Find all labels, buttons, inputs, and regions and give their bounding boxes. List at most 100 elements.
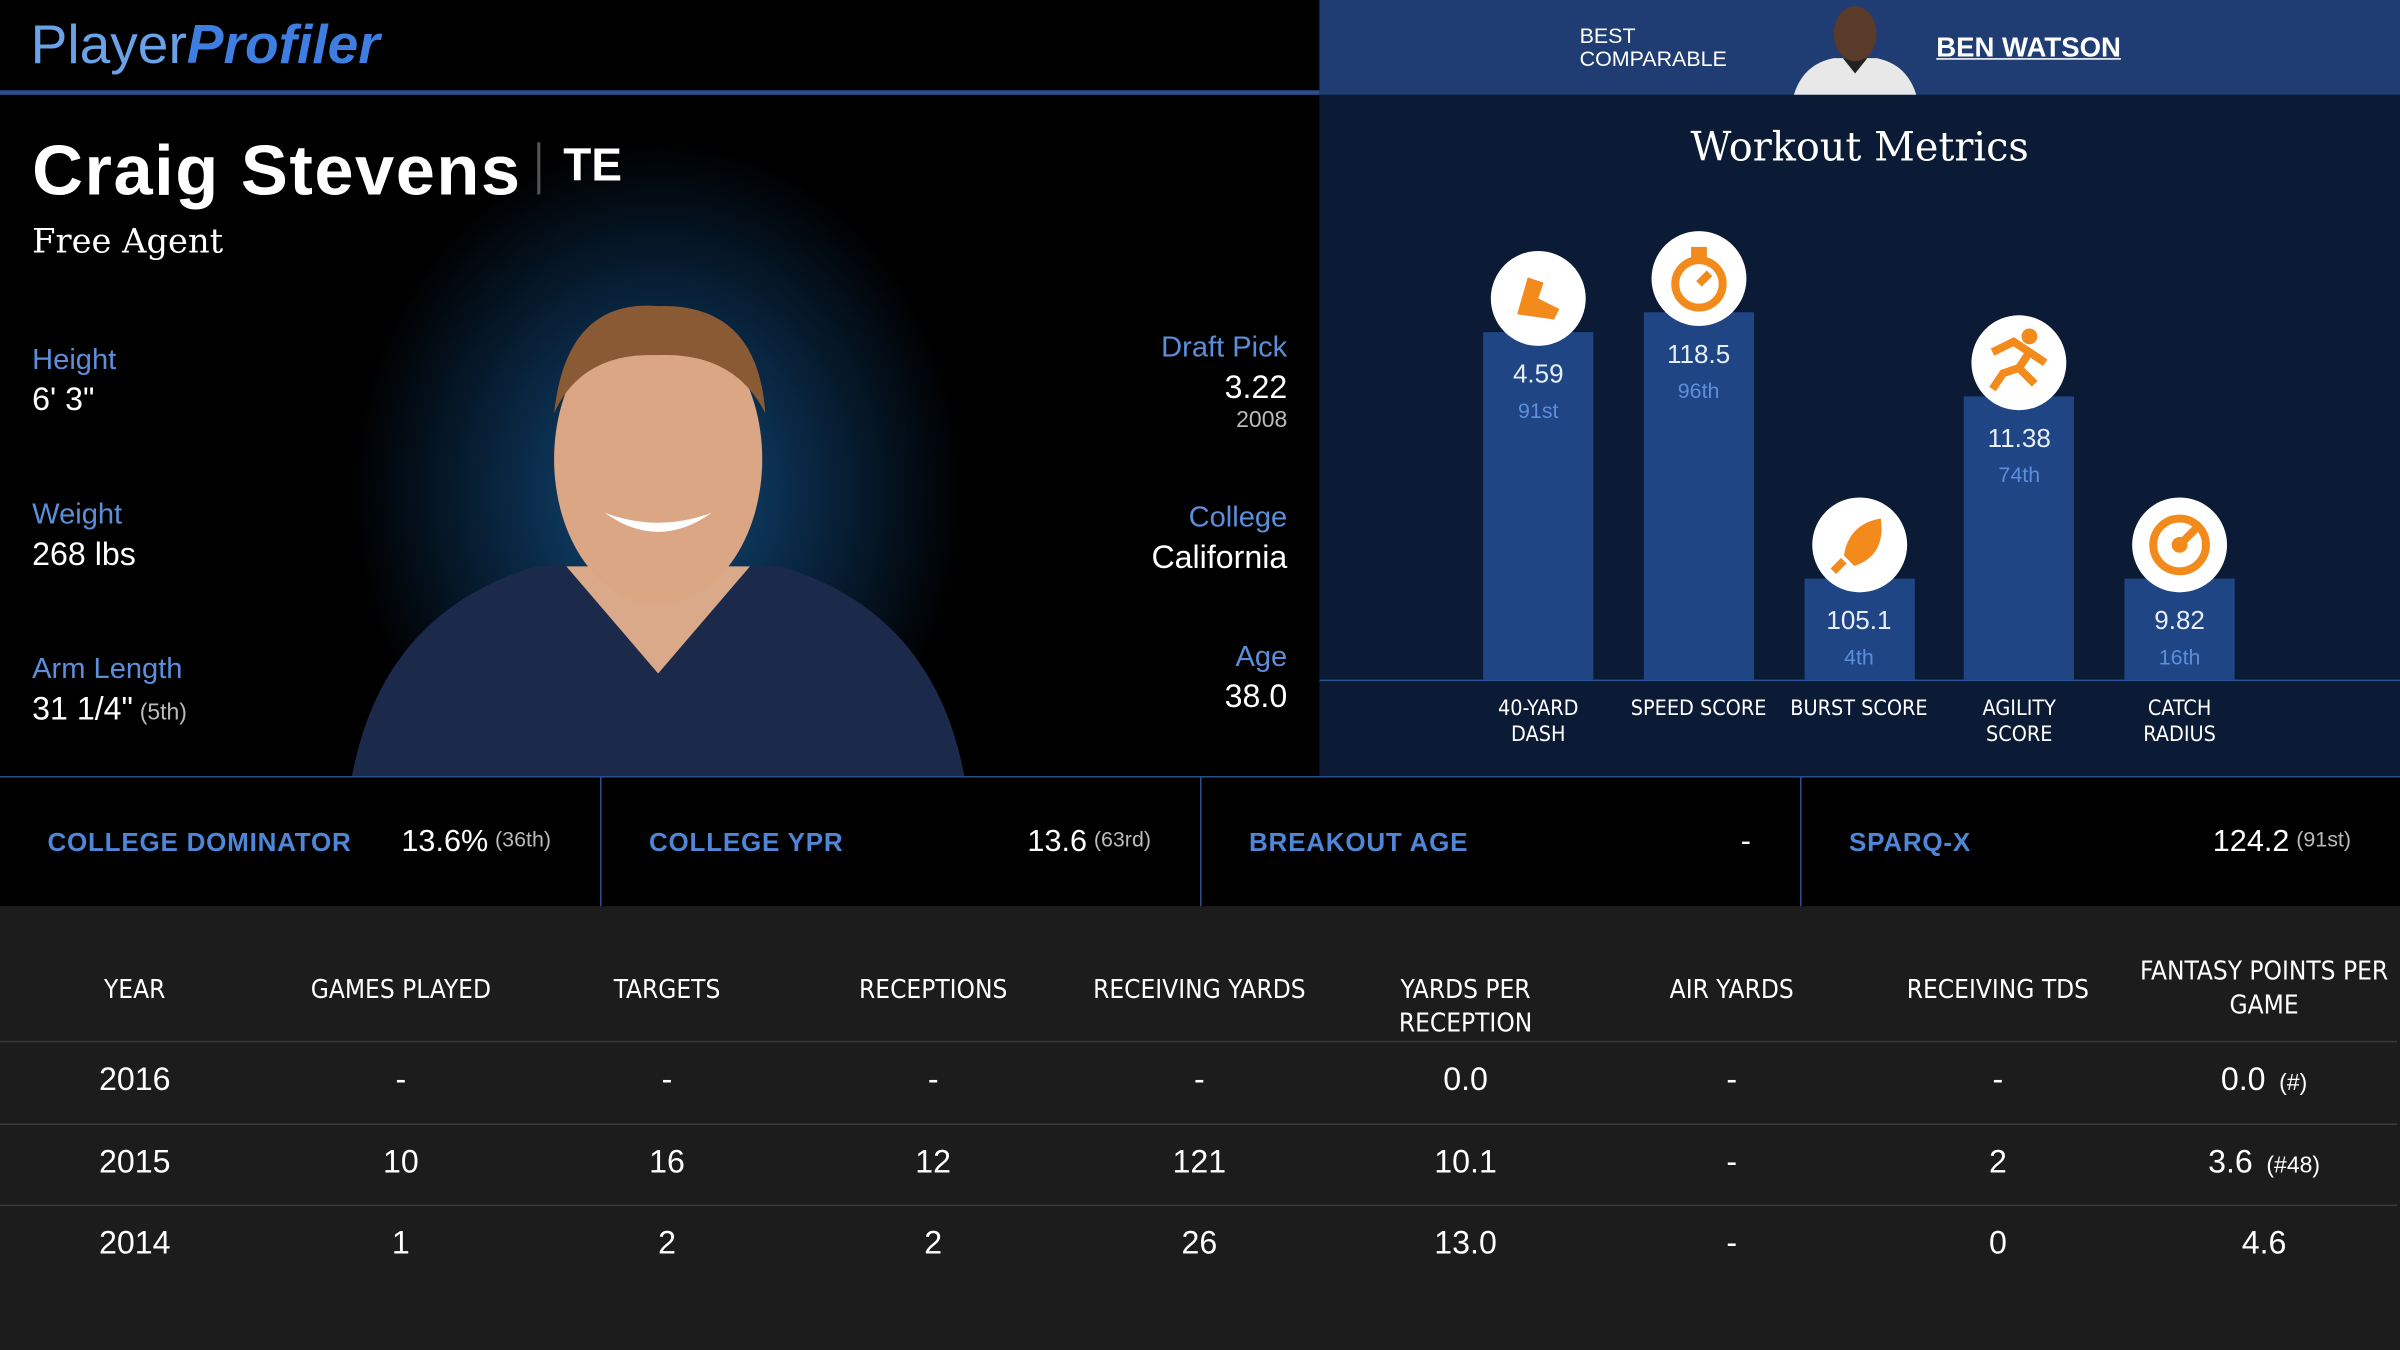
metric-name: AGILITY SCORE <box>1982 696 2056 747</box>
column-header: YARDS PER RECEPTION <box>1398 974 1533 1040</box>
draft-block: Draft Pick 3.22 2008 <box>1161 332 1287 433</box>
table-cell: 10.1 <box>1434 1144 1497 1180</box>
comparable-photo <box>1793 6 1917 95</box>
college-stat-number: 124.2 <box>2212 824 2290 859</box>
college-label: College <box>1188 502 1288 535</box>
comparable-label-line: BEST <box>1579 22 1636 48</box>
workout-title: Workout Metrics <box>1690 125 2029 172</box>
table-cell: 0 <box>1988 1226 2007 1262</box>
college-stat-number: 13.6 <box>1027 824 1088 859</box>
college-stat-label: COLLEGE YPR <box>648 828 844 858</box>
draft-year: 2008 <box>1236 407 1288 434</box>
table-cell: 2014 <box>98 1226 171 1262</box>
college-stat-rank: (36th) <box>495 826 552 852</box>
column-header: FANTASY POINTS PER GAME <box>2139 956 2389 1021</box>
college-stat-value: 13.6% (36th) <box>401 825 551 860</box>
college-stat-value: 124.2 (91st) <box>2213 825 2351 860</box>
table-cell: - <box>927 1062 939 1098</box>
table-cell: - <box>1726 1144 1738 1180</box>
age-label: Age <box>1235 641 1288 674</box>
header-left <box>0 0 1320 91</box>
table-cell: - <box>661 1062 673 1098</box>
table-cell: 0.0 <box>2220 1062 2266 1098</box>
table-cell: 16 <box>649 1144 685 1180</box>
icon-glyph <box>1829 518 1881 575</box>
baseline <box>1319 679 2400 682</box>
comparable-label-line: COMPARABLE <box>1579 45 1727 71</box>
metric-percentile: 91st <box>1518 397 1559 422</box>
metric-name: 40-YARD DASH <box>1498 696 1579 747</box>
table-cell: 4.6 <box>2241 1226 2287 1262</box>
icon-glyph <box>1989 328 2048 392</box>
table-cell: - <box>1194 1062 1205 1098</box>
name-divider <box>537 142 541 195</box>
column-header: AIR YARDS <box>1669 974 1794 1006</box>
table-cell: 3.6 <box>2208 1144 2253 1180</box>
table-cell: - <box>395 1062 407 1098</box>
metric-icon <box>1490 250 1586 346</box>
metric-value: 11.38 <box>1987 423 2051 454</box>
college-stat-label: COLLEGE DOMINATOR <box>47 828 352 858</box>
table-cell: - <box>1726 1226 1738 1262</box>
table-cell: 2015 <box>98 1144 171 1180</box>
workout-panel: Workout Metrics 4.59 91st 40-YARD DASH 118.… <box>1319 94 2400 777</box>
fantasy-cell: 0.0 (#) <box>2134 1062 2394 1099</box>
metric-percentile: 4th <box>1844 644 1874 669</box>
table-cell: - <box>1726 1062 1738 1098</box>
column-header: YEAR <box>104 974 166 1006</box>
icon-glyph <box>2149 514 2210 576</box>
college-stat: SPARQ-X 124.2 (91st) <box>1799 777 2400 907</box>
metric-name: CATCH RADIUS <box>2143 696 2216 747</box>
arm-label: Arm Length <box>32 653 183 686</box>
table-cell: 12 <box>915 1144 952 1180</box>
metric-name: BURST SCORE <box>1790 696 1928 721</box>
metric-name: SPEED SCORE <box>1630 696 1767 721</box>
college-stat: COLLEGE DOMINATOR 13.6% (36th) <box>0 778 600 907</box>
table-cell: 26 <box>1181 1226 1218 1262</box>
college-stat-label: BREAKOUT AGE <box>1248 828 1469 858</box>
table-cell: 13.0 <box>1434 1226 1497 1262</box>
player-status: Free Agent <box>32 223 224 262</box>
row-divider <box>0 1122 2397 1125</box>
table-cell: 2 <box>924 1226 943 1262</box>
arm-value: 31 1/4" (5th) <box>32 692 187 729</box>
fantasy-cell: 3.6 (#48) <box>2134 1144 2394 1181</box>
metric-value: 105.1 <box>1826 606 1892 636</box>
metric-icon <box>1971 315 2067 411</box>
player-position: TE <box>563 140 622 192</box>
column-header: RECEPTIONS <box>859 974 1008 1006</box>
metric-value: 4.59 <box>1512 358 1564 389</box>
college-stat-rank: (63rd) <box>1093 826 1152 852</box>
table-cell: - <box>1992 1062 2004 1098</box>
weight-label: Weight <box>32 498 123 532</box>
column-header: GAMES PLAYED <box>310 974 491 1006</box>
logo[interactable]: PlayerProfiler <box>31 12 380 76</box>
workout-bar <box>1643 312 1754 680</box>
metric-icon <box>1651 231 1747 327</box>
table-cell: 2016 <box>98 1062 171 1098</box>
metric-percentile: 74th <box>1998 462 2041 487</box>
arm-rank: (5th) <box>139 699 187 726</box>
college-stat: COLLEGE YPR 13.6 (63rd) <box>599 777 1200 907</box>
comparable-label: BEST COMPARABLE <box>1580 24 1727 70</box>
college-stat-number: - <box>1740 824 1752 859</box>
college-value: California <box>1151 540 1288 576</box>
metric-icon <box>2132 497 2228 593</box>
table-cell: 2 <box>1988 1144 2007 1180</box>
comparable-name[interactable]: BEN WATSON <box>1936 32 2121 63</box>
metric-value: 118.5 <box>1667 339 1731 369</box>
table-cell: 121 <box>1172 1144 1227 1180</box>
column-header: TARGETS <box>613 974 721 1006</box>
draft-label: Draft Pick <box>1161 332 1288 365</box>
height-value: 6' 3" <box>32 382 95 418</box>
college-stat-value: - <box>1741 825 1751 860</box>
arm-length: 31 1/4" <box>32 691 133 728</box>
fantasy-rank: (#48) <box>2266 1151 2321 1178</box>
table-cell: 2 <box>658 1226 676 1262</box>
player-photo <box>352 305 965 777</box>
college-stat-label: SPARQ-X <box>1848 828 1971 858</box>
college-stat-number: 13.6% <box>401 824 489 859</box>
fantasy-rank: (#) <box>2279 1069 2308 1096</box>
workout-bar <box>1803 578 1915 680</box>
